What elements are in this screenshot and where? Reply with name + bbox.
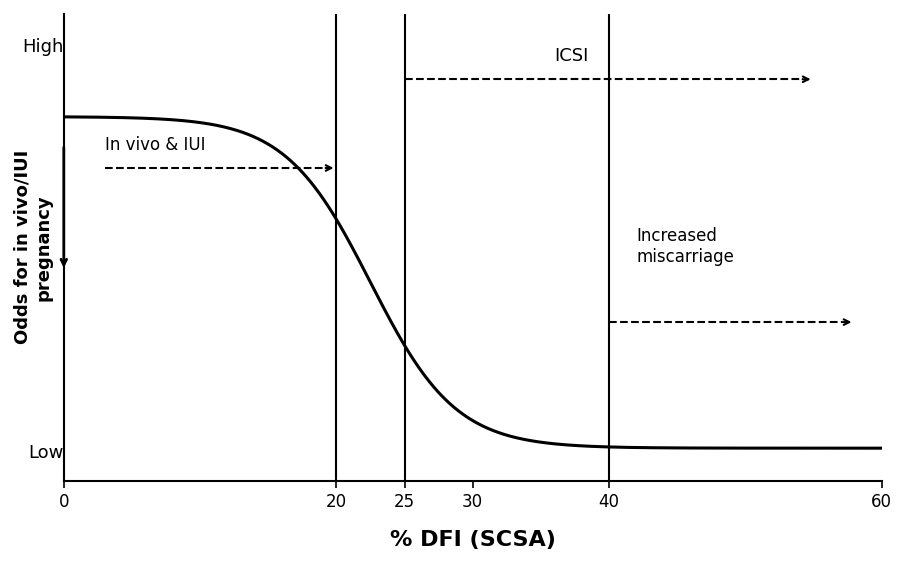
Y-axis label: Odds for in vivo/IUI
pregnancy: Odds for in vivo/IUI pregnancy [14, 150, 53, 345]
Text: In vivo & IUI: In vivo & IUI [105, 136, 205, 154]
Text: ICSI: ICSI [554, 47, 589, 65]
Text: Increased
miscarriage: Increased miscarriage [636, 227, 734, 266]
Text: High: High [23, 38, 63, 56]
Text: Low: Low [28, 444, 63, 462]
X-axis label: % DFI (SCSA): % DFI (SCSA) [390, 530, 555, 550]
